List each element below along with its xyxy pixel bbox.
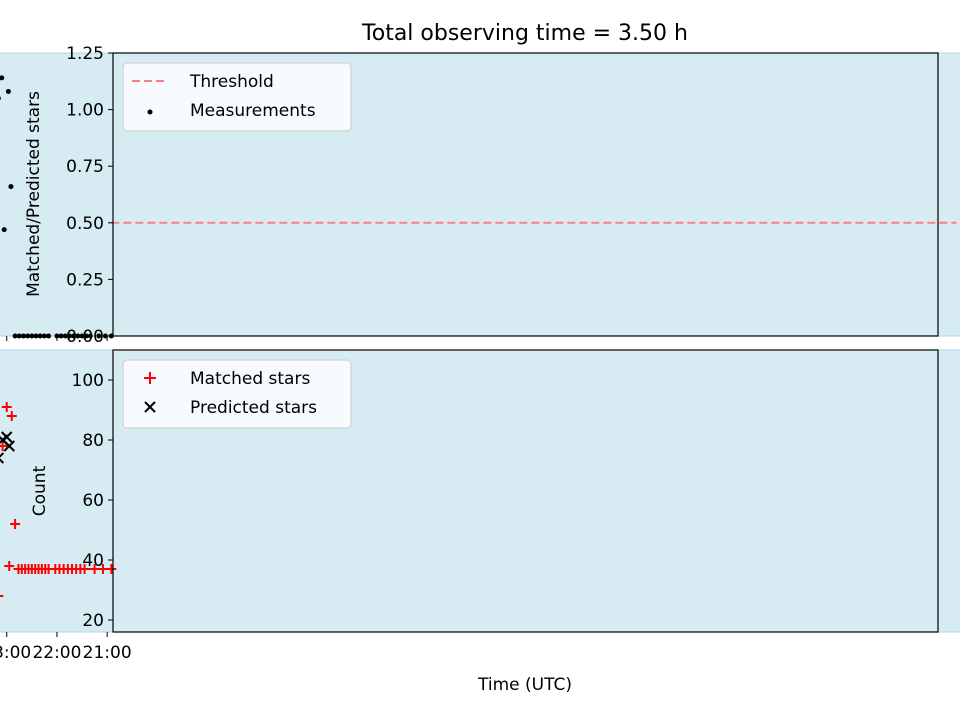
measurements-point: [87, 333, 93, 339]
matched-stars-point: [0, 441, 8, 451]
measurements-point: [58, 333, 64, 339]
measurements-point: [25, 333, 31, 339]
measurements-point: [62, 333, 68, 339]
legend-label: Threshold: [189, 72, 274, 92]
measurements-point: [16, 333, 22, 339]
measurements-point: [83, 333, 89, 339]
y-tick-label: 0.25: [66, 270, 104, 290]
legend-box: [122, 359, 352, 429]
top-y-axis-label: Matched/Predicted stars: [24, 91, 44, 297]
y-tick-label: 80: [82, 431, 104, 451]
matched-stars-point: [106, 564, 117, 574]
matched-stars-point: [10, 519, 21, 529]
x-tick-label: 23:00: [0, 643, 31, 663]
measurements-point: [0, 96, 1, 101]
matched-stars-point: [6, 411, 17, 421]
legend-label: Measurements: [190, 101, 316, 121]
matched-stars-point: [89, 564, 100, 574]
y-tick-label: 40: [82, 551, 104, 571]
matched-stars-point: [0, 595, 4, 597]
chart-title: Total observing time = 3.50 h: [361, 21, 688, 46]
legend-box: [122, 62, 352, 132]
y-tick-label: 100: [72, 371, 104, 391]
bottom-y-axis-label: Count: [30, 465, 50, 516]
measurements-point: [12, 333, 18, 339]
y-tick-label: 0.00: [66, 327, 104, 347]
matched-stars-point: [97, 564, 108, 574]
measurements-point: [46, 333, 52, 339]
y-tick-label: 60: [82, 491, 104, 511]
predicted-stars-point: [0, 452, 5, 464]
measurements-point: [0, 75, 5, 81]
y-tick-label: 1.00: [66, 101, 104, 121]
x-axis-label: Time (UTC): [477, 675, 572, 695]
measurements-point: [5, 88, 11, 94]
measurements-point: [41, 333, 47, 339]
legend-matched-swatch: [144, 372, 156, 384]
matched-stars-point: [4, 561, 15, 571]
legend-predicted-swatch: [144, 401, 156, 413]
top-panel: 0.00 0.25 0.50 0.75 1.00 1.25 Threshold Measure…: [0, 44, 960, 347]
measurements-point: [20, 333, 26, 339]
y-tick-label: 0.75: [66, 157, 104, 177]
predicted-stars-point: [0, 434, 9, 446]
matched-stars-point: [1, 402, 12, 412]
legend-measurements-swatch: [147, 109, 153, 115]
measurements-point: [1, 227, 7, 233]
y-tick-label: 0.50: [66, 214, 104, 234]
y-tick-label: 1.25: [66, 44, 104, 64]
measurements-point: [96, 333, 102, 339]
measurements-point: [75, 333, 81, 339]
measurements-point: [37, 333, 43, 339]
measurements-point: [33, 333, 39, 339]
measurements-point: [79, 333, 85, 339]
axes-frame: [112, 52, 939, 337]
measurements-point: [29, 333, 35, 339]
measurements-point: [71, 333, 77, 339]
x-tick-label: 22:00: [32, 643, 81, 663]
y-tick-label: 20: [82, 611, 104, 631]
legend-label: Matched stars: [190, 369, 310, 389]
bottom-panel: 2040608010021:0022:0023:0000:0001:0002:0…: [0, 349, 960, 663]
x-tick-label: 21:00: [83, 643, 132, 663]
axes-frame: [112, 349, 939, 633]
measurements-point: [8, 184, 14, 190]
legend-label: Predicted stars: [190, 398, 317, 418]
measurements-point: [66, 333, 72, 339]
matched-stars-point: [13, 564, 24, 574]
